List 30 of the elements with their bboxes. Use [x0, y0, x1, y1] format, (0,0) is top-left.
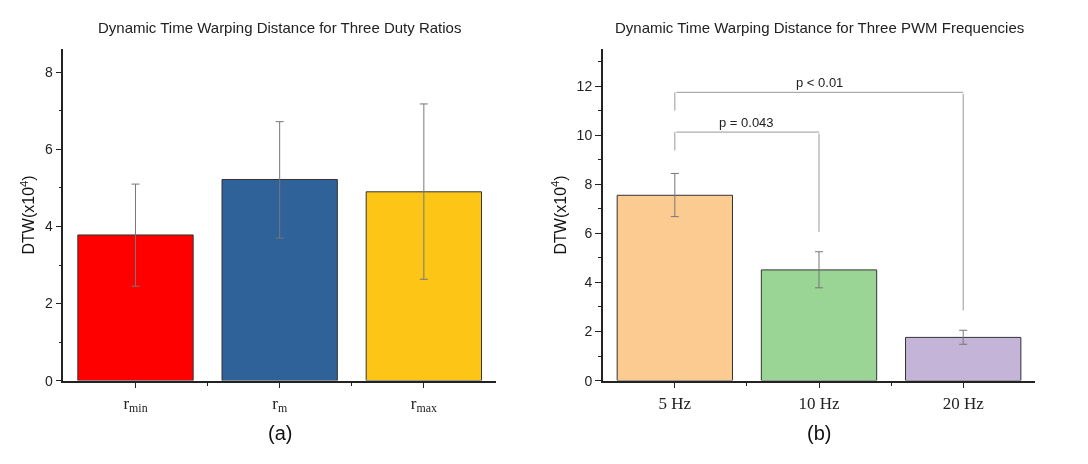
x-tick-label: r$_{max}$ [410, 393, 437, 416]
x-tick-label: 10 Hz [798, 393, 840, 413]
y-tick-label: 8 [45, 64, 54, 81]
y-tick-label: 0 [584, 372, 593, 389]
x-tick-label: r$_{m}$ [272, 393, 288, 416]
annotation: p = 0.043 [719, 115, 774, 130]
bar [616, 194, 733, 381]
y-tick-label: 6 [45, 141, 54, 158]
bar [760, 269, 878, 381]
annotation: p < 0.01 [796, 75, 844, 90]
bar [365, 191, 483, 381]
x-tick-label: 20 Hz [942, 393, 985, 413]
y-tick-label: 4 [45, 218, 54, 235]
bar [221, 178, 338, 381]
x-tick-label: r$_{min}$ [123, 393, 148, 416]
y-tick-label: 2 [584, 323, 593, 340]
text: (b) [807, 422, 832, 444]
y-tick-label: 6 [584, 225, 593, 242]
x-tick-label: 5 Hz [658, 393, 692, 413]
y-tick-label: 8 [584, 176, 593, 193]
y-tick-label: 4 [584, 274, 593, 291]
bar [905, 336, 1022, 381]
y-tick-label: 0 [45, 372, 54, 389]
text: (a) [268, 422, 293, 444]
chart-title: Dynamic Time Warping Distance for Three PWM Frequencies [615, 19, 1025, 36]
bar [77, 234, 194, 381]
chart-title: Dynamic Time Warping Distance for Three Duty Ratios [98, 19, 462, 36]
y-tick-label: 2 [45, 295, 54, 312]
y-tick-label: 10 [576, 127, 593, 144]
y-tick-label: 12 [576, 77, 593, 94]
